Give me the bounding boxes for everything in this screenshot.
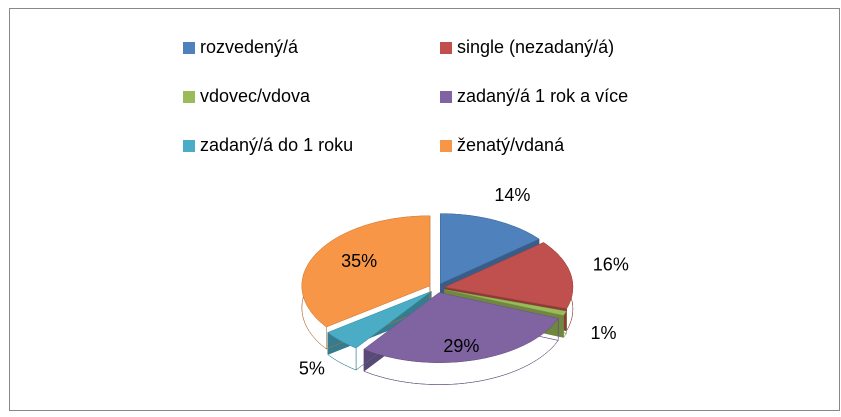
legend-swatch [440, 91, 452, 103]
legend-label: zadaný/á 1 rok a více [457, 86, 628, 106]
pie-slice [301, 215, 431, 328]
legend-swatch [183, 140, 195, 152]
data-label: 16% [593, 255, 629, 275]
legend-label: single (nezadaný/á) [457, 37, 614, 57]
legend-label: ženatý/vdaná [457, 135, 565, 155]
legend-label: rozvedený/á [200, 37, 299, 57]
legend-label: vdovec/vdova [200, 86, 311, 106]
data-label: 14% [494, 185, 530, 205]
legend-swatch [440, 140, 452, 152]
data-label: 29% [443, 336, 479, 356]
legend-swatch [440, 42, 452, 54]
legend-label: zadaný/á do 1 roku [200, 135, 353, 155]
legend-swatch [183, 91, 195, 103]
pie-slice [327, 291, 432, 349]
pie-slice [440, 213, 540, 285]
pie-slice [444, 242, 574, 309]
legend-swatch [183, 42, 195, 54]
data-label: 5% [299, 359, 325, 379]
pie-slice [363, 292, 559, 363]
data-label: 1% [590, 323, 616, 343]
pie-slice [444, 289, 567, 316]
data-label: 35% [341, 251, 377, 271]
